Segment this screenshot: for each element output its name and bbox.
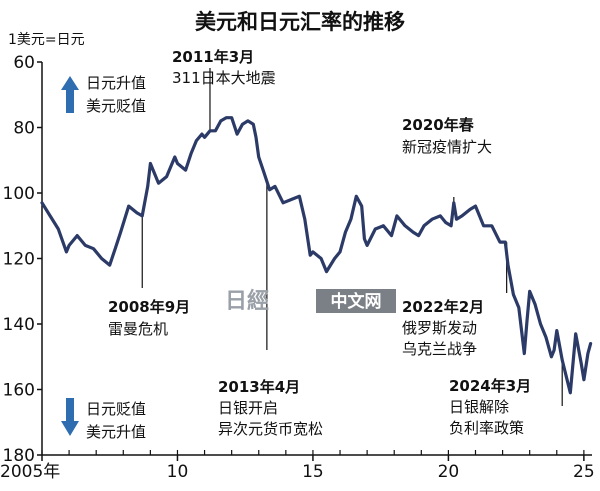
annotation-2008: 2008年9月 雷曼危机 — [108, 298, 190, 338]
annotation-2020-text: 新冠疫情扩大 — [402, 138, 492, 156]
y-tick-label: 140 — [3, 315, 35, 335]
annotation-2008-title: 2008年9月 — [108, 298, 190, 316]
annotation-2024-title: 2024年3月 — [449, 377, 531, 395]
legend-bottom-line2: 美元升值 — [86, 423, 146, 441]
y-tick-label: 80 — [13, 119, 35, 139]
annotation-2024-text: 日银解除 — [449, 398, 509, 416]
arrow-up-icon — [61, 76, 79, 113]
y-tick-label: 120 — [3, 250, 35, 270]
watermark: 日經 中文网 — [225, 288, 396, 314]
annotation-2022-title: 2022年2月 — [402, 298, 484, 316]
legend-yen-depreciation: 日元贬值 美元升值 — [61, 398, 146, 441]
y-axis-ticks: 60 80 100 120 140 160 180 — [3, 53, 42, 466]
annotation-2022-text2: 乌克兰战争 — [402, 340, 477, 358]
x-tick-label: 2005年 — [0, 462, 60, 482]
x-tick-label: 10 — [167, 462, 189, 482]
y-tick-label: 60 — [13, 53, 35, 73]
annotation-2022-text: 俄罗斯发动 — [402, 319, 477, 337]
axes — [41, 62, 592, 456]
annotation-2013: 2013年4月 日银开启 异次元货币宽松 — [218, 378, 323, 438]
chart-title: 美元和日元汇率的推移 — [195, 10, 405, 34]
x-tick-label: 25 — [573, 462, 595, 482]
annotation-2008-text: 雷曼危机 — [108, 320, 168, 338]
y-tick-label: 100 — [3, 184, 35, 204]
annotation-2013-text: 日银开启 — [218, 399, 278, 417]
arrow-down-icon — [61, 398, 79, 436]
y-tick-label: 180 — [3, 446, 35, 466]
annotation-2020: 2020年春 新冠疫情扩大 — [402, 116, 492, 156]
annotation-2013-title: 2013年4月 — [218, 378, 300, 396]
annotation-2020-title: 2020年春 — [402, 116, 474, 134]
annotation-2011: 2011年3月 311日本大地震 — [172, 48, 276, 87]
legend-bottom-line1: 日元贬值 — [86, 400, 146, 418]
x-tick-label: 20 — [438, 462, 460, 482]
annotation-2011-text: 311日本大地震 — [172, 69, 276, 87]
x-tick-label: 15 — [302, 462, 324, 482]
annotation-lines — [141, 68, 563, 406]
watermark-box — [316, 289, 396, 313]
y-tick-label: 160 — [3, 381, 35, 401]
legend-yen-appreciation: 日元升值 美元贬值 — [61, 74, 146, 115]
watermark-label: 中文网 — [331, 291, 382, 312]
series-line — [40, 116, 593, 395]
series-group — [40, 116, 593, 395]
annotation-2024-text2: 负利率政策 — [449, 419, 524, 437]
legend-top-line2: 美元贬值 — [86, 97, 146, 115]
annotation-2011-title: 2011年3月 — [172, 48, 254, 66]
watermark-logo: 日經 — [225, 288, 269, 314]
legend-top-line1: 日元升值 — [86, 74, 146, 92]
annotation-2022: 2022年2月 俄罗斯发动 乌克兰战争 — [402, 298, 484, 358]
annotation-2013-text2: 异次元货币宽松 — [218, 420, 323, 438]
y-axis-unit-label: 1美元=日元 — [8, 32, 85, 48]
x-axis-ticks: 2005年 10 15 20 25 — [0, 450, 595, 482]
annotation-2024: 2024年3月 日银解除 负利率政策 — [449, 377, 531, 437]
